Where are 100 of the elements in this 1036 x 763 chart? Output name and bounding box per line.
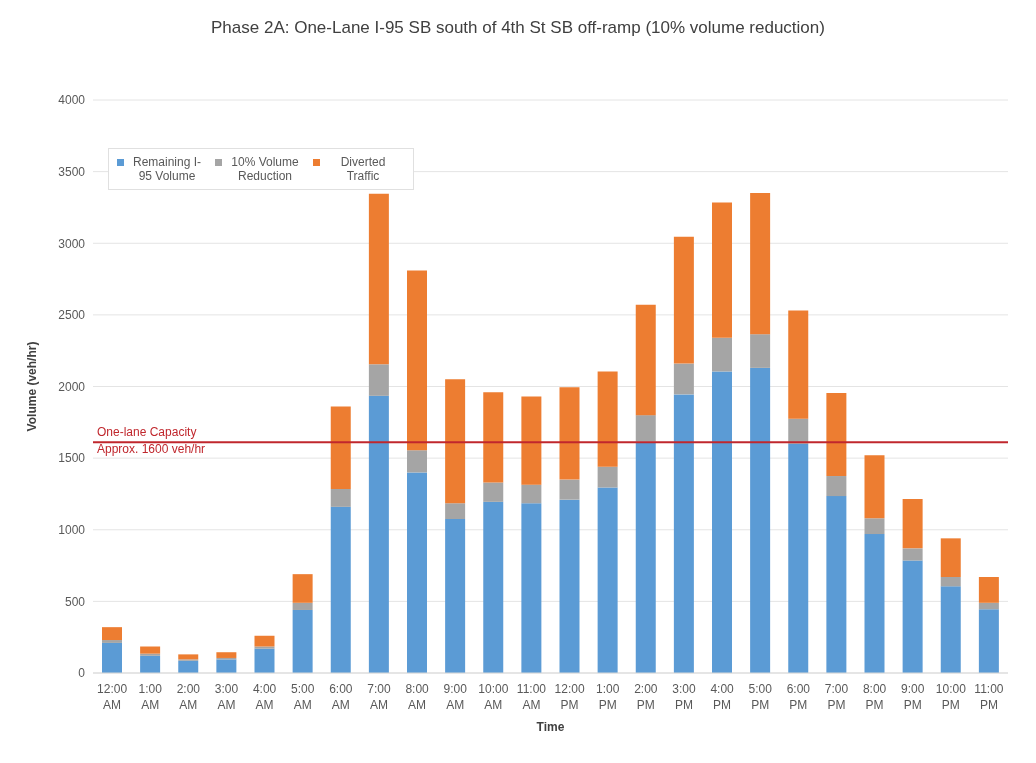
bar: [712, 371, 732, 673]
y-tick-label: 3000: [58, 236, 86, 251]
bar: [330, 488, 351, 507]
bar: [978, 577, 999, 603]
bar: [292, 574, 313, 603]
bar: [788, 310, 809, 419]
x-tick-label: 4:00 AM: [252, 682, 277, 712]
bar: [292, 609, 313, 673]
x-tick-label: 10:00 PM: [935, 682, 967, 712]
bar: [635, 415, 656, 442]
bar: [559, 387, 580, 480]
bar: [368, 364, 389, 396]
x-tick-label: 2:00 PM: [634, 682, 658, 712]
legend-label: Diverted Traffic: [339, 155, 387, 183]
bar: [635, 304, 656, 416]
bar: [750, 334, 771, 368]
ref-line-label: One-lane Capacity Approx. 1600 veh/hr: [97, 425, 206, 457]
legend-label: Remaining I-95 Volume: [132, 155, 202, 183]
bar: [521, 396, 542, 485]
bar: [673, 236, 694, 364]
bar: [254, 648, 275, 673]
bar: [902, 560, 923, 673]
bar: [521, 484, 542, 504]
x-tick-label: 11:00 PM: [974, 682, 1004, 712]
bar: [483, 482, 504, 502]
bar: [864, 534, 885, 673]
x-axis-title: Time: [536, 720, 565, 734]
bar: [597, 371, 618, 467]
bar: [102, 642, 122, 673]
x-tick-label: 4:00 PM: [710, 682, 735, 712]
y-tick-label: 4000: [58, 93, 86, 108]
bar: [712, 337, 732, 372]
bar: [750, 367, 771, 673]
x-tick-label: 7:00 AM: [367, 682, 391, 712]
x-tick-label: 9:00 AM: [443, 682, 468, 712]
bar: [445, 503, 466, 520]
y-axis-title: Volume (veh/hr): [25, 341, 40, 432]
bar: [521, 503, 542, 673]
x-tick-label: 1:00 AM: [138, 682, 163, 712]
bar: [445, 519, 466, 673]
bar: [864, 518, 885, 535]
bar: [940, 577, 961, 587]
bar: [216, 659, 237, 673]
bar: [407, 472, 427, 673]
bar: [216, 652, 237, 658]
bar: [597, 466, 618, 488]
x-tick-label: 11:00 AM: [516, 682, 547, 712]
bar: [864, 455, 885, 519]
bar: [978, 609, 999, 673]
y-tick-label: 0: [78, 666, 86, 681]
bar: [445, 379, 466, 504]
bar: [826, 476, 847, 497]
x-tick-label: 8:00 PM: [862, 682, 887, 712]
x-tick-label: 7:00 PM: [824, 682, 849, 712]
bar: [140, 653, 161, 656]
x-tick-label: 2:00 AM: [176, 682, 201, 712]
bar: [673, 363, 694, 395]
bar: [140, 646, 161, 654]
x-tick-label: 12:00 PM: [554, 682, 585, 712]
bar: [673, 394, 694, 673]
y-tick-label: 1000: [58, 523, 86, 538]
bar: [254, 646, 275, 649]
bar: [940, 538, 961, 578]
y-tick-label: 500: [64, 594, 86, 609]
y-tick-label: 1500: [58, 451, 86, 466]
x-tick-label: 5:00 AM: [291, 682, 315, 712]
bar: [750, 193, 771, 335]
x-tick-label: 3:00 AM: [214, 682, 239, 712]
bar: [254, 635, 275, 647]
x-tick-label: 8:00 AM: [405, 682, 430, 712]
bar: [902, 548, 923, 561]
x-tick-label: 3:00 PM: [672, 682, 696, 712]
x-tick-label: 1:00 PM: [596, 682, 620, 712]
bar: [368, 193, 389, 365]
bar: [597, 487, 618, 673]
bar: [483, 501, 504, 673]
bar: [330, 406, 351, 489]
bar: [712, 202, 732, 338]
bar: [330, 506, 351, 673]
bar: [826, 392, 847, 477]
bar: [559, 499, 580, 673]
y-tick-label: 3500: [58, 164, 86, 179]
bar: [940, 586, 961, 673]
x-tick-label: 12:00 AM: [97, 682, 128, 712]
bar: [788, 443, 809, 673]
y-tick-label: 2000: [58, 379, 86, 394]
bar: [902, 498, 923, 549]
bar: [788, 418, 809, 444]
x-tick-label: 9:00 PM: [901, 682, 925, 712]
bar: [635, 441, 656, 673]
bar: [559, 479, 580, 500]
bar: [178, 654, 199, 660]
x-tick-label: 6:00 AM: [329, 682, 353, 712]
x-tick-label: 10:00 AM: [478, 682, 509, 712]
bar: [292, 602, 313, 610]
bar: [178, 660, 199, 673]
bar: [140, 655, 161, 673]
y-tick-label: 2500: [58, 308, 86, 323]
bar: [407, 270, 427, 451]
x-tick-label: 6:00 PM: [786, 682, 811, 712]
